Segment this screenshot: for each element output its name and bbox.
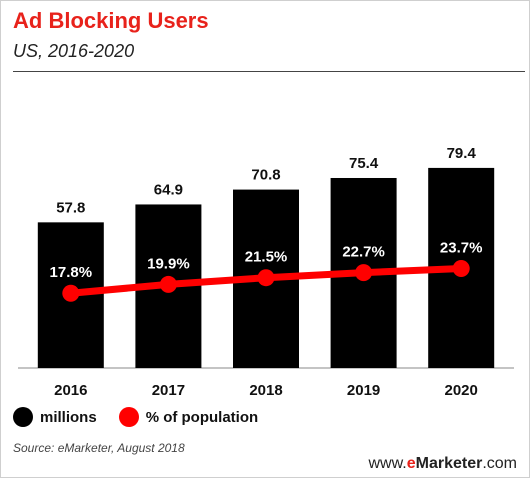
population-point-2018 [257,269,275,287]
legend-swatch-population [118,407,139,427]
legend-item-millions: millions [13,407,97,427]
population-value-label: 21.5% [245,249,288,266]
population-point-2017 [159,275,177,293]
population-point-2016 [62,284,80,302]
title-divider [13,71,525,72]
bar-value-label: 75.4 [349,155,379,172]
x-tick-label: 2016 [54,382,87,399]
chart-subtitle: US, 2016-2020 [13,41,135,61]
population-value-label: 22.7% [342,244,385,261]
x-tick-label: 2019 [347,382,380,399]
emarketer-logo: www.eMarketer.com [368,455,517,472]
x-tick-label: 2018 [249,382,282,399]
bar-value-label: 64.9 [154,181,183,198]
population-point-2019 [355,264,373,282]
x-tick-label: 2017 [152,382,185,399]
legend-label-millions: millions [40,408,97,426]
source-note: Source: eMarketer, August 2018 [13,441,185,455]
legend-item-population: % of population [118,407,259,427]
bar-value-label: 57.8 [56,199,85,216]
population-point-2020 [452,259,470,277]
bar-value-label: 79.4 [447,145,477,162]
population-value-label: 23.7% [440,239,483,256]
legend-label-population: % of population [145,408,259,426]
legend-swatch-millions [13,407,33,427]
x-tick-label: 2020 [445,382,478,399]
population-value-label: 19.9% [147,255,190,272]
bar-value-label: 70.8 [251,167,280,184]
chart-title: Ad Blocking Users [13,8,209,33]
population-value-label: 17.8% [50,264,93,281]
chart-legend: millions % of population [13,406,280,428]
